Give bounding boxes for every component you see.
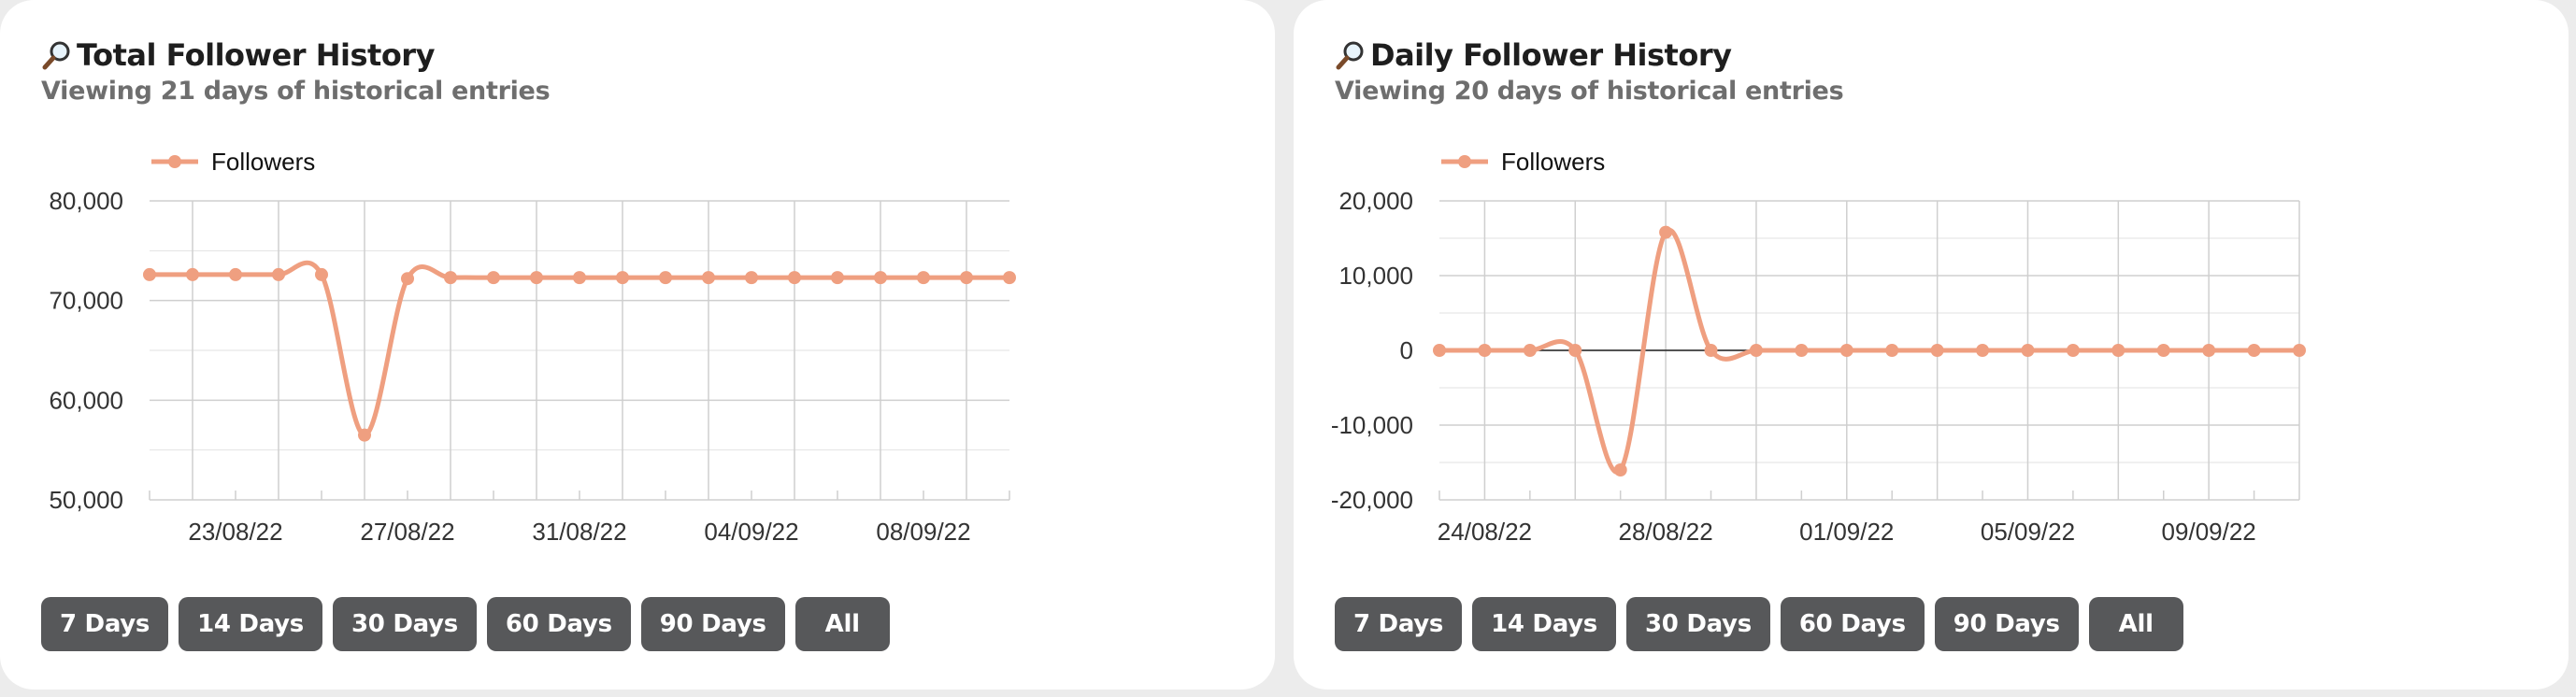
card-header: Daily Follower History [1335, 37, 1732, 73]
card-title: Total Follower History [77, 37, 435, 73]
data-point [2247, 344, 2261, 357]
range-30-days-button[interactable]: 30 Days [1625, 597, 1770, 651]
data-point [1795, 344, 1809, 357]
data-point [874, 271, 887, 285]
x-tick-label: 04/09/22 [704, 518, 798, 546]
x-tick-label: 28/08/22 [1618, 518, 1712, 546]
y-tick-label: 50,000 [49, 486, 123, 514]
range-30-days-button[interactable]: 30 Days [332, 597, 477, 651]
data-point [1885, 344, 1899, 357]
daily-follower-card: Daily Follower History Viewing 20 days o… [1294, 0, 2569, 690]
y-tick-label: 10,000 [1338, 262, 1413, 290]
data-point [1568, 344, 1582, 357]
data-point [1523, 344, 1537, 357]
range-60-days-button[interactable]: 60 Days [1780, 597, 1925, 651]
x-tick-label: 08/09/22 [876, 518, 970, 546]
data-point [530, 271, 543, 285]
y-tick-label: 70,000 [49, 287, 123, 315]
range-all-button[interactable]: All [2088, 597, 2183, 651]
y-tick-label: -20,000 [1331, 486, 1413, 514]
y-tick-label: -10,000 [1331, 411, 1413, 439]
x-tick-label: 24/08/22 [1438, 518, 1532, 546]
legend-label: Followers [1501, 148, 1605, 176]
range-90-days-button[interactable]: 90 Days [640, 597, 785, 651]
data-point [272, 267, 285, 281]
legend-marker [168, 155, 181, 168]
data-point [659, 271, 672, 285]
card-subtitle: Viewing 20 days of historical entries [1335, 77, 1844, 106]
data-point [573, 271, 586, 285]
legend-marker [1458, 155, 1471, 168]
range-all-button[interactable]: All [794, 597, 890, 651]
y-tick-label: 20,000 [1338, 187, 1413, 215]
data-point [444, 271, 457, 285]
magnifier-icon [1336, 41, 1364, 70]
data-point [831, 271, 844, 285]
data-point [1613, 463, 1627, 477]
data-point [616, 271, 629, 285]
data-point [1839, 344, 1853, 357]
y-tick-label: 60,000 [49, 386, 123, 414]
total-follower-card: Total Follower History Viewing 21 days o… [0, 0, 1275, 690]
data-point [2202, 344, 2216, 357]
range-60-days-button[interactable]: 60 Days [486, 597, 631, 651]
range-14-days-button[interactable]: 14 Days [1472, 597, 1616, 651]
data-point [1976, 344, 1990, 357]
chart-legend: Followers [151, 148, 315, 176]
data-point [1749, 344, 1763, 357]
data-point [1930, 344, 1944, 357]
card-title: Daily Follower History [1370, 37, 1732, 73]
data-point [2293, 344, 2306, 357]
data-point [2111, 344, 2125, 357]
x-tick-label: 01/09/22 [1799, 518, 1894, 546]
data-point [1659, 225, 1673, 239]
data-point [2066, 344, 2080, 357]
x-tick-label: 05/09/22 [1981, 518, 2075, 546]
data-point [229, 267, 242, 281]
daily-follower-chart: -20,000 -10,000 0 10,000 20,000 24/08/22 28/08… [1331, 148, 2306, 546]
data-point [315, 267, 328, 281]
range-7-days-button[interactable]: 7 Days [1335, 597, 1463, 651]
range-7-days-button[interactable]: 7 Days [41, 597, 169, 651]
data-point [401, 272, 414, 286]
card-header: Total Follower History [41, 37, 435, 73]
card-subtitle: Viewing 21 days of historical entries [41, 77, 551, 106]
range-button-row: 7 Days 14 Days 30 Days 60 Days 90 Days A… [41, 597, 900, 651]
range-button-row: 7 Days 14 Days 30 Days 60 Days 90 Days A… [1335, 597, 2194, 651]
data-point [1478, 344, 1492, 357]
chart-legend: Followers [1441, 148, 1605, 176]
range-90-days-button[interactable]: 90 Days [1934, 597, 2079, 651]
data-point [358, 428, 371, 442]
legend-label: Followers [211, 148, 315, 176]
range-14-days-button[interactable]: 14 Days [179, 597, 322, 651]
data-point [2156, 344, 2170, 357]
data-point [186, 267, 199, 281]
magnifier-icon [42, 41, 70, 70]
series-line [150, 260, 1009, 438]
x-tick-label: 09/09/22 [2162, 518, 2256, 546]
data-point [1433, 344, 1446, 357]
data-point [917, 271, 930, 285]
total-follower-chart: 50,000 60,000 70,000 80,000 23/08/22 27/08/22… [49, 148, 1016, 546]
data-point [745, 271, 758, 285]
data-point [2021, 344, 2035, 357]
data-point [1704, 344, 1718, 357]
y-tick-label: 0 [1400, 336, 1413, 364]
x-tick-label: 31/08/22 [532, 518, 626, 546]
data-point [788, 271, 801, 285]
data-point [487, 271, 500, 285]
data-point [702, 271, 715, 285]
x-tick-label: 27/08/22 [360, 518, 454, 546]
x-tick-label: 23/08/22 [188, 518, 282, 546]
series-line [1439, 227, 2299, 475]
data-point [143, 267, 156, 281]
y-tick-label: 80,000 [49, 187, 123, 215]
data-point [1003, 271, 1016, 285]
data-point [960, 271, 973, 285]
